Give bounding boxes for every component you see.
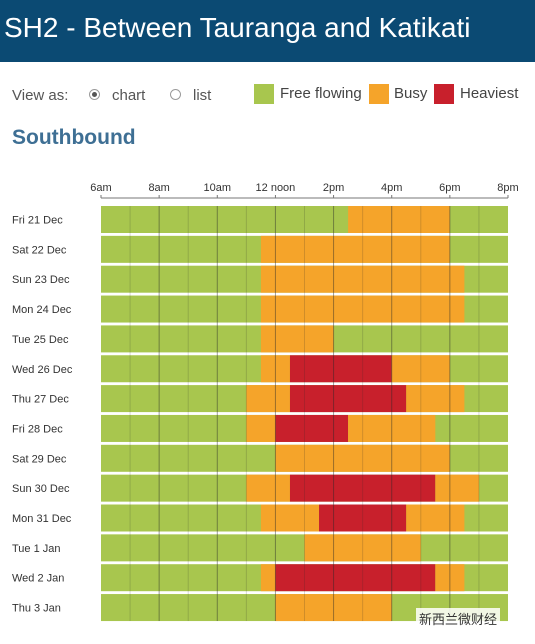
legend-label-heavy: Heaviest (460, 85, 519, 102)
day-label: Fri 21 Dec (12, 215, 63, 227)
busy-segment (246, 474, 290, 502)
list-radio[interactable] (170, 89, 181, 100)
legend-label-busy: Busy (394, 85, 428, 102)
busy-segment (260, 564, 276, 592)
x-tick-label: 2pm (323, 182, 344, 194)
busy-segment (260, 295, 465, 323)
page-title: SH2 - Between Tauranga and Katikati (4, 12, 471, 43)
watermark: 新西兰微财经 (416, 608, 501, 629)
list-option-label[interactable]: list (193, 87, 212, 104)
day-label: Thu 27 Dec (12, 394, 69, 406)
legend-swatch-heavy (434, 84, 454, 104)
chart-radio[interactable] (89, 89, 100, 100)
day-label: Mon 31 Dec (12, 513, 72, 525)
x-tick-label: 6pm (439, 182, 460, 194)
day-label: Sun 30 Dec (12, 483, 70, 495)
busy-segment (246, 414, 276, 442)
busy-segment (260, 504, 320, 532)
busy-segment (275, 594, 392, 622)
busy-segment (435, 564, 465, 592)
day-label: Fri 28 Dec (12, 423, 63, 435)
view-as-label: View as: (12, 87, 69, 104)
x-tick-label: 6am (90, 182, 111, 194)
busy-segment (260, 325, 334, 353)
x-tick-label: 8am (148, 182, 169, 194)
day-label: Sat 22 Dec (12, 244, 67, 256)
busy-segment (275, 444, 450, 472)
legend-swatch-free (254, 84, 274, 104)
busy-segment (406, 504, 465, 532)
busy-segment (260, 235, 450, 263)
x-tick-label: 4pm (381, 182, 402, 194)
heaviest-segment (289, 355, 392, 383)
busy-segment (406, 385, 465, 413)
x-tick-label: 12 noon (256, 182, 296, 194)
x-tick-label: 8pm (497, 182, 518, 194)
day-label: Wed 2 Jan (12, 573, 64, 585)
x-tick-label: 10am (204, 182, 232, 194)
busy-segment (304, 534, 421, 562)
day-label: Tue 25 Dec (12, 334, 69, 346)
heaviest-segment (275, 564, 436, 592)
heaviest-segment (275, 414, 349, 442)
heaviest-segment (289, 385, 407, 413)
day-label: Sat 29 Dec (12, 453, 67, 465)
heaviest-segment (289, 474, 436, 502)
day-label: Tue 1 Jan (12, 543, 61, 555)
day-label: Thu 3 Jan (12, 603, 61, 615)
busy-segment (246, 385, 290, 413)
view-controls: View as: chart list Free flowing Busy He… (0, 80, 535, 110)
chart-option-label[interactable]: chart (112, 87, 146, 104)
page-header: SH2 - Between Tauranga and Katikati (0, 0, 535, 62)
legend-label-free: Free flowing (280, 85, 362, 102)
busy-segment (260, 265, 465, 293)
busy-segment (260, 355, 290, 383)
legend-swatch-busy (369, 84, 389, 104)
busy-segment (348, 206, 450, 233)
day-label: Wed 26 Dec (12, 364, 73, 376)
traffic-chart: 6am 8am 10am 12 noon 2pm 4pm 6pm 8pm Fri 21 Dec S… (12, 182, 519, 622)
busy-segment (435, 474, 479, 502)
busy-segment (348, 414, 436, 442)
day-label: Sun 23 Dec (12, 274, 70, 286)
section-title: Southbound (12, 126, 136, 149)
day-label: Mon 24 Dec (12, 304, 72, 316)
heaviest-segment (319, 504, 407, 532)
busy-segment (391, 355, 450, 383)
